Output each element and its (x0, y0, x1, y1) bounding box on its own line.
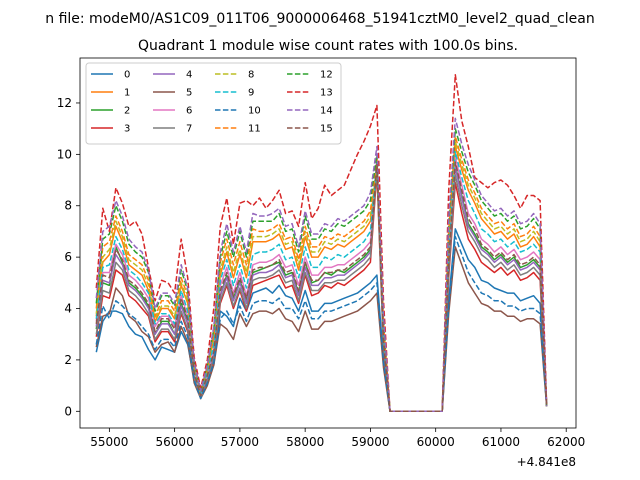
x-tick-label: 61000 (482, 435, 520, 449)
legend-label-15: 15 (320, 124, 333, 135)
chart-title: Quadrant 1 module wise count rates with … (138, 38, 518, 54)
legend-label-5: 5 (186, 88, 192, 99)
legend-label-6: 6 (186, 106, 192, 117)
x-tick-label: 59000 (351, 435, 389, 449)
legend-label-7: 7 (186, 124, 192, 135)
x-tick-label: 60000 (417, 435, 455, 449)
legend-label-3: 3 (124, 124, 130, 135)
series-layer (95, 73, 548, 413)
x-tick-label: 55000 (90, 435, 128, 449)
series-line-14 (95, 117, 548, 413)
legend-label-4: 4 (186, 70, 192, 81)
series-line-15 (95, 161, 548, 413)
figure-suptitle: n file: modeM0/AS1C09_011T06_9000006468_… (45, 11, 594, 27)
y-axis-ticks: 0 2 4 6 8 10 12 (57, 96, 80, 418)
legend-label-0: 0 (124, 70, 130, 81)
series-line-11 (95, 135, 548, 413)
legend-label-13: 13 (320, 88, 333, 99)
plot-area-frame (79, 57, 577, 429)
legend-label-8: 8 (248, 70, 254, 81)
series-line-13 (95, 73, 548, 413)
y-tick-label: 0 (64, 404, 72, 418)
x-tick-label: 57000 (221, 435, 259, 449)
y-tick-label: 10 (57, 147, 72, 161)
series-line-8 (95, 140, 548, 413)
legend-label-10: 10 (248, 106, 261, 117)
series-line-1 (95, 145, 548, 413)
series-line-10 (95, 235, 548, 413)
y-tick-label: 4 (64, 302, 72, 316)
series-line-7 (95, 166, 548, 413)
series-line-9 (95, 151, 548, 413)
x-tick-label: 58000 (286, 435, 324, 449)
y-tick-label: 12 (57, 96, 72, 110)
legend-label-11: 11 (248, 124, 261, 135)
x-axis-ticks: 55000 56000 57000 58000 59000 60000 61000 62000 (90, 428, 585, 449)
y-tick-label: 8 (64, 199, 72, 213)
x-offset-label: +4.841e8 (517, 455, 576, 469)
series-line-6 (95, 156, 548, 413)
series-line-4 (95, 161, 548, 413)
series-line-12 (95, 127, 548, 413)
x-tick-label: 62000 (547, 435, 585, 449)
x-tick-label: 56000 (156, 435, 194, 449)
series-line-3 (95, 171, 548, 413)
y-tick-label: 6 (64, 250, 72, 264)
legend-label-14: 14 (320, 106, 333, 117)
series-line-5 (95, 246, 548, 413)
legend-label-1: 1 (124, 88, 130, 99)
legend-label-12: 12 (320, 70, 333, 81)
legend-frame (85, 62, 342, 145)
series-line-0 (95, 228, 548, 413)
legend-label-9: 9 (248, 88, 254, 99)
legend-label-2: 2 (124, 106, 130, 117)
y-tick-label: 2 (64, 353, 72, 367)
